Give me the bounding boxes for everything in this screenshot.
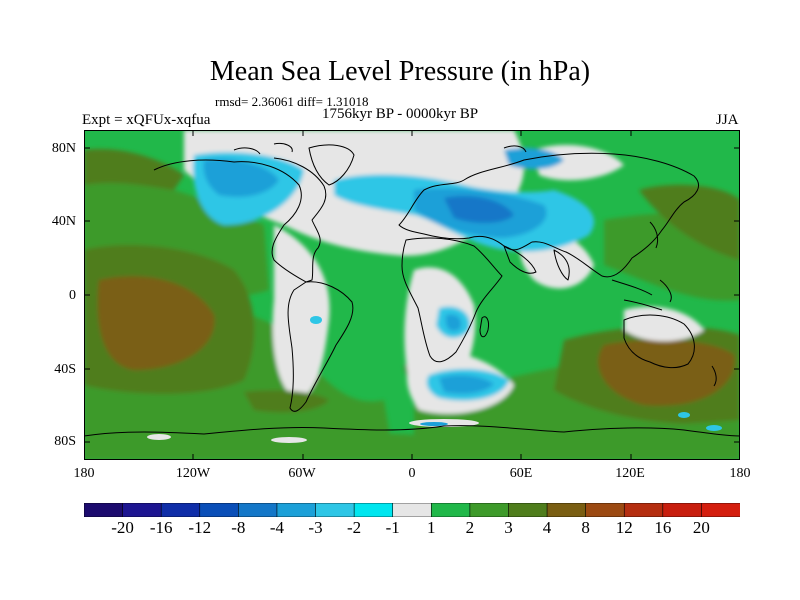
lon-label-120w: 120W — [175, 466, 211, 481]
field-olive-northwest-pacific — [639, 184, 740, 260]
lat-label-80s: 80S — [54, 434, 76, 449]
colorbar-swatch-6 — [315, 503, 355, 517]
colorbar-swatch-7 — [353, 503, 394, 517]
colorbar-swatch-8 — [392, 503, 433, 517]
lon-label-0: 0 — [408, 466, 416, 481]
field-neutral-south-america — [272, 225, 330, 400]
field-neutral-ross — [147, 434, 171, 440]
coast-australia — [623, 314, 695, 369]
field-brown-pacific — [97, 276, 215, 370]
colorbar-label: -20 — [111, 518, 134, 537]
rmsd-diff-stats: rmsd= 2.36061 diff= 1.31018 — [215, 94, 369, 109]
lon-label-120e: 120E — [615, 466, 645, 481]
colorbar-label: 3 — [504, 518, 513, 537]
field-sky-spot-south-america — [310, 316, 322, 324]
coast-arabia — [503, 245, 537, 274]
colorbar-label: -3 — [308, 518, 323, 537]
colorbar-label: -2 — [347, 518, 362, 537]
field-brown-indian — [598, 339, 735, 406]
colorbar-swatch-12 — [546, 503, 587, 517]
colorbar-label: 20 — [692, 518, 710, 537]
lon-label-180e: 180 — [729, 466, 751, 481]
coast-new-zealand — [711, 365, 717, 387]
coast-south-america — [287, 281, 354, 412]
coast-arctic-islands — [233, 143, 527, 155]
field-sky-spot-tasman — [678, 412, 690, 418]
coast-north-america — [153, 157, 327, 283]
colorbar-label: -1 — [385, 518, 400, 537]
colorbar-label: -16 — [149, 518, 173, 537]
colorbar-swatch-11 — [508, 503, 548, 517]
pressure-anomaly-map — [84, 130, 740, 460]
time-period: 1756kyr BP - 0000kyr BP — [322, 106, 479, 122]
map-ticks — [84, 130, 740, 460]
colorbar-label: 16 — [654, 518, 672, 537]
field-deep-blue-europe — [444, 195, 514, 223]
colorbar-swatch-1 — [122, 503, 162, 517]
field-olive-drake — [244, 390, 329, 413]
field-blue-madagascar — [445, 314, 462, 332]
field-olive-arctic-pacific — [84, 149, 184, 190]
lat-label-40s: 40S — [54, 362, 76, 377]
colorbar-swatch-5 — [276, 503, 317, 517]
colorbar-swatch-15 — [662, 503, 703, 517]
season-label: JJA — [716, 112, 739, 128]
colorbar-label: 8 — [581, 518, 590, 537]
experiment-label: Expt = xQFUx-xqfua — [82, 112, 211, 128]
colorbar-label: 12 — [615, 518, 633, 537]
colorbar-swatch-4 — [238, 503, 278, 517]
colorbar-swatch-9 — [430, 503, 471, 517]
colorbar-swatch-3 — [199, 503, 240, 517]
field-blue-antarctic-coast — [420, 422, 448, 426]
coastlines — [84, 143, 740, 437]
field-sky-spot-antarctic-pacific — [706, 425, 722, 431]
coast-antarctica — [84, 425, 740, 437]
lon-label-60w: 60W — [288, 466, 316, 481]
coast-india — [553, 249, 570, 281]
colorbar-swatch-16 — [701, 503, 740, 517]
colorbar-label: 4 — [542, 518, 552, 537]
colorbar-label: 2 — [465, 518, 475, 537]
coast-madagascar — [479, 316, 489, 338]
colorbar — [84, 503, 740, 517]
colorbar-swatch-10 — [469, 503, 510, 517]
colorbar-swatch-13 — [585, 503, 626, 517]
colorbar-label: -8 — [231, 518, 246, 537]
colorbar-label: -4 — [269, 518, 285, 537]
lon-label-60e: 60E — [509, 466, 533, 481]
lat-label-eq: 0 — [69, 288, 76, 303]
coast-maritime-continent — [611, 279, 672, 311]
coast-japan — [649, 221, 659, 249]
lon-label-180w: 180 — [73, 466, 95, 481]
colorbar-swatch-14 — [623, 503, 664, 517]
colorbar-swatch-2 — [160, 503, 201, 517]
lat-label-80n: 80N — [51, 141, 76, 156]
coast-greenland — [308, 144, 355, 186]
coast-africa — [401, 237, 503, 363]
field-blue-hudson — [203, 158, 279, 197]
lat-label-40n: 40N — [51, 214, 76, 229]
colorbar-swatch-0 — [84, 503, 124, 517]
colorbar-label: 1 — [427, 518, 436, 537]
field-neutral-weddell — [271, 437, 307, 443]
map-title: Mean Sea Level Pressure (in hPa) — [209, 56, 591, 87]
field-blue-south-atlantic-low — [439, 375, 494, 394]
colorbar-label: -12 — [188, 518, 212, 537]
